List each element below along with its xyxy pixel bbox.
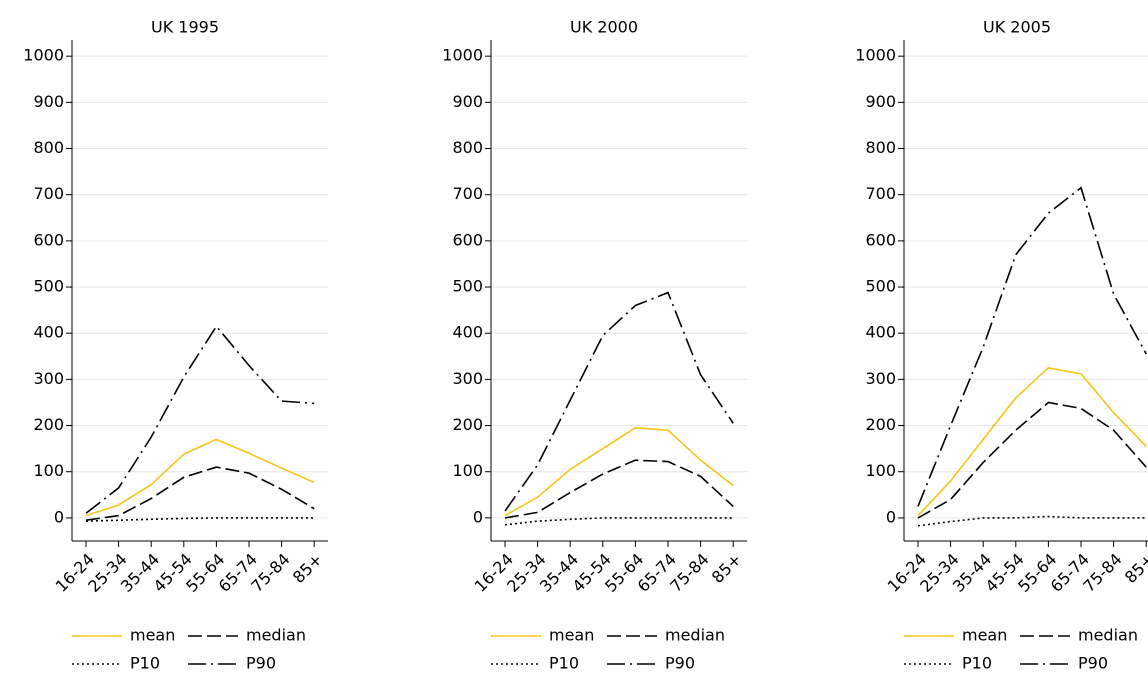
x-tick-label: 85+ bbox=[708, 550, 745, 587]
series-line bbox=[85, 324, 315, 514]
x-tick-label: 85+ bbox=[289, 550, 326, 587]
series-line bbox=[917, 366, 1147, 517]
y-tick-label: 400 bbox=[33, 323, 64, 342]
legend-label: median bbox=[246, 626, 306, 645]
legend-label: P90 bbox=[1078, 654, 1108, 673]
legend-label: mean bbox=[549, 626, 594, 645]
series-line bbox=[917, 401, 1147, 519]
chart-title: UK 2005 bbox=[983, 18, 1051, 37]
y-tick-label: 900 bbox=[33, 92, 64, 111]
legend-label: mean bbox=[130, 626, 175, 645]
y-tick-label: 800 bbox=[865, 138, 896, 157]
y-tick-label: 800 bbox=[33, 138, 64, 157]
y-tick-label: 200 bbox=[865, 415, 896, 434]
series-line bbox=[917, 186, 1147, 507]
y-tick-label: 700 bbox=[452, 184, 483, 203]
y-tick-label: 900 bbox=[452, 92, 483, 111]
y-tick-label: 200 bbox=[452, 415, 483, 434]
y-tick-label: 500 bbox=[865, 277, 896, 296]
y-tick-label: 100 bbox=[452, 461, 483, 480]
y-tick-label: 0 bbox=[473, 507, 483, 526]
y-tick-label: 900 bbox=[865, 92, 896, 111]
y-tick-label: 600 bbox=[865, 230, 896, 249]
y-tick-label: 200 bbox=[33, 415, 64, 434]
legend-label: median bbox=[1078, 626, 1138, 645]
legend-label: P90 bbox=[665, 654, 695, 673]
legend-label: P10 bbox=[549, 654, 579, 673]
y-tick-label: 1000 bbox=[855, 46, 896, 65]
y-tick-label: 400 bbox=[452, 323, 483, 342]
y-tick-label: 0 bbox=[54, 507, 64, 526]
y-tick-label: 100 bbox=[865, 461, 896, 480]
y-tick-label: 300 bbox=[452, 369, 483, 388]
chart-title: UK 2000 bbox=[570, 18, 638, 37]
y-tick-label: 700 bbox=[865, 184, 896, 203]
y-tick-label: 100 bbox=[33, 461, 64, 480]
series-line bbox=[504, 427, 734, 517]
x-tick-label: 85+ bbox=[1121, 550, 1148, 587]
y-tick-label: 600 bbox=[33, 230, 64, 249]
series-line bbox=[504, 459, 734, 519]
y-tick-label: 500 bbox=[33, 277, 64, 296]
chart-title: UK 1995 bbox=[151, 18, 219, 37]
y-tick-label: 300 bbox=[33, 369, 64, 388]
series-line bbox=[504, 517, 734, 526]
legend-label: P10 bbox=[962, 654, 992, 673]
series-line bbox=[917, 515, 1147, 527]
y-tick-label: 800 bbox=[452, 138, 483, 157]
series-line bbox=[504, 291, 734, 512]
legend-label: median bbox=[665, 626, 725, 645]
y-tick-label: 300 bbox=[865, 369, 896, 388]
y-tick-label: 400 bbox=[865, 323, 896, 342]
legend-label: P90 bbox=[246, 654, 276, 673]
legend-label: P10 bbox=[130, 654, 160, 673]
y-tick-label: 0 bbox=[886, 507, 896, 526]
y-tick-label: 700 bbox=[33, 184, 64, 203]
y-tick-label: 600 bbox=[452, 230, 483, 249]
series-line bbox=[85, 438, 315, 517]
legend-label: mean bbox=[962, 626, 1007, 645]
series-line bbox=[85, 466, 315, 522]
y-tick-label: 1000 bbox=[442, 46, 483, 65]
y-tick-label: 1000 bbox=[23, 46, 64, 65]
y-tick-label: 500 bbox=[452, 277, 483, 296]
series-line bbox=[85, 517, 315, 522]
